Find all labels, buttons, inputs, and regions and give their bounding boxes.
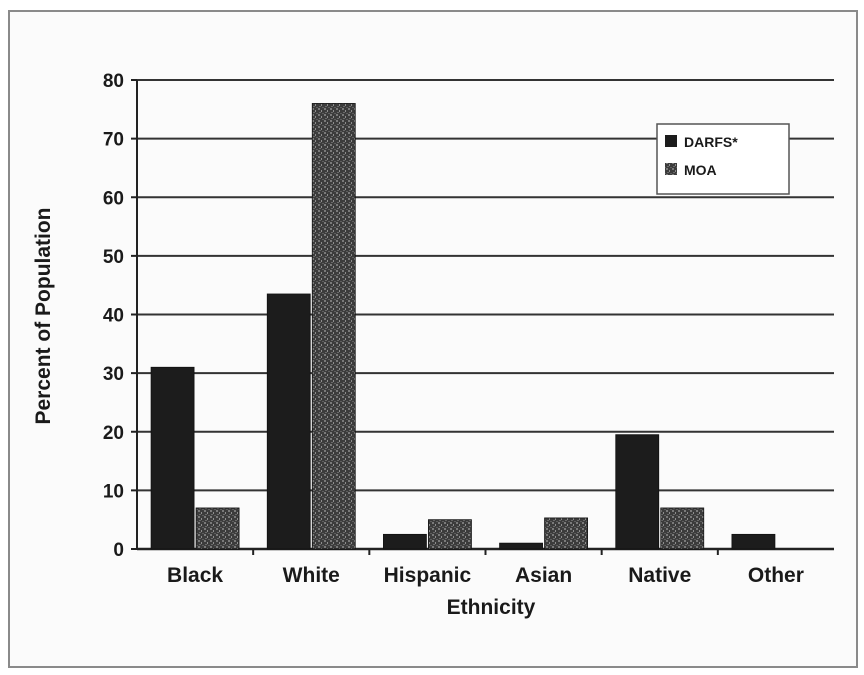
- x-category-label: Other: [748, 564, 804, 587]
- legend-label-darfs: DARFS*: [684, 134, 738, 150]
- bar-moa-white: [311, 103, 356, 550]
- axes: [131, 79, 834, 555]
- y-tick-label: 0: [113, 540, 124, 561]
- x-category-label: Asian: [515, 564, 572, 587]
- bar-darfs-hispanic: [383, 533, 427, 550]
- chart-frame: [8, 10, 858, 668]
- x-category-label: White: [283, 564, 340, 587]
- x-axis-title: Ethnicity: [447, 596, 536, 619]
- y-tick-label: 70: [103, 130, 124, 151]
- legend: DARFS* MOA: [656, 123, 790, 195]
- bar-darfs-white: [266, 293, 311, 550]
- bar-darfs-other: [731, 533, 776, 550]
- y-tick-label: 20: [103, 423, 124, 444]
- y-tick-label: 50: [103, 247, 124, 268]
- y-tick-labels: 0 10 20 30 40 50 60 70 80: [103, 71, 124, 561]
- bar-moa-asian: [544, 517, 588, 550]
- y-tick-label: 80: [103, 71, 124, 92]
- y-tick-label: 10: [103, 481, 124, 502]
- legend-swatch-darfs: [665, 135, 677, 147]
- x-category-label: Hispanic: [384, 564, 472, 587]
- legend-box: [656, 123, 790, 195]
- y-tick-label: 60: [103, 188, 124, 209]
- y-tick-label: 40: [103, 306, 124, 327]
- bar-darfs-native: [615, 434, 660, 550]
- bar-moa-native: [660, 507, 705, 550]
- bar-darfs-asian: [499, 542, 543, 550]
- x-category-label: Native: [628, 564, 691, 587]
- x-category-labels: Black White Hispanic Asian Native Other: [167, 564, 804, 587]
- bars: [150, 103, 776, 550]
- y-axis-title: Percent of Population: [32, 207, 55, 424]
- bar-moa-hispanic: [428, 519, 472, 550]
- bar-darfs-black: [150, 366, 195, 550]
- y-tick-label: 30: [103, 364, 124, 385]
- x-category-label: Black: [167, 564, 223, 587]
- legend-swatch-moa: [665, 163, 677, 175]
- bar-moa-black: [195, 507, 240, 550]
- legend-label-moa: MOA: [684, 162, 717, 178]
